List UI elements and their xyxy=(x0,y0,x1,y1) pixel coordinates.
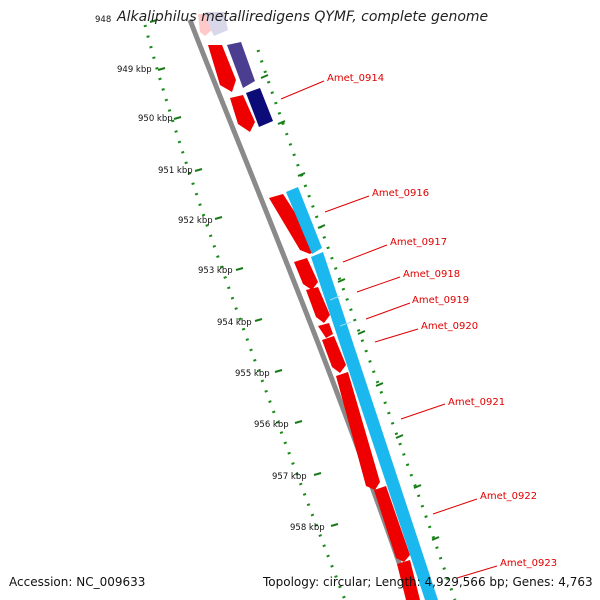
gene-label-amet-0921[interactable]: Amet_0921 xyxy=(448,397,505,408)
ruler-label: 954 kbp xyxy=(217,318,252,328)
ruler-label: 952 kbp xyxy=(178,216,213,226)
ruler-label: 958 kbp xyxy=(290,523,325,533)
feature-pale xyxy=(198,12,228,36)
accession-text: Accession: NC_009633 xyxy=(9,575,146,589)
cds-red xyxy=(294,258,318,290)
ruler-label: 951 kbp xyxy=(158,166,193,176)
feature-purple xyxy=(227,42,255,88)
gene-label-amet-0917[interactable]: Amet_0917 xyxy=(390,237,447,248)
gene-label-amet-0920[interactable]: Amet_0920 xyxy=(421,321,478,332)
outer-major-ticks xyxy=(260,74,440,541)
ruler-label: 955 kbp xyxy=(235,369,270,379)
cds-red xyxy=(230,95,255,132)
ruler-label: 949 kbp xyxy=(117,65,152,75)
gene-label-amet-0916[interactable]: Amet_0916 xyxy=(372,188,429,199)
gene-label-amet-0918[interactable]: Amet_0918 xyxy=(403,269,460,280)
gene-label-amet-0914[interactable]: Amet_0914 xyxy=(327,73,384,84)
ruler-major-ticks xyxy=(149,19,339,527)
cds-red xyxy=(208,45,236,92)
gene-label-amet-0922[interactable]: Amet_0922 xyxy=(480,491,537,502)
cds-red xyxy=(322,336,346,373)
ruler-label: 956 kbp xyxy=(254,420,289,430)
cds-blue xyxy=(286,187,322,254)
ruler-label: 950 kbp xyxy=(138,114,173,124)
gene-label-amet-0919[interactable]: Amet_0919 xyxy=(412,295,469,306)
cds-blue xyxy=(311,252,438,600)
genome-title: Alkaliphilus metalliredigens QYMF, compl… xyxy=(117,9,489,25)
cds-red xyxy=(318,323,333,338)
cds-red xyxy=(374,486,410,562)
ruler-label: 957 kbp xyxy=(272,472,307,482)
reverse-strand-cds xyxy=(208,45,420,600)
ruler-label: 948 xyxy=(95,15,111,25)
feature-navy xyxy=(246,88,273,127)
gene-label-amet-0923[interactable]: Amet_0923 xyxy=(500,558,557,569)
gene-leaders xyxy=(280,80,498,579)
cds-red xyxy=(306,287,330,323)
ruler-label: 953 kbp xyxy=(198,266,233,276)
cds-red xyxy=(336,372,380,490)
cds-red xyxy=(397,560,420,600)
forward-strand-cds xyxy=(286,187,438,600)
gene-labels: Amet_0914 Amet_0916 Amet_0917 Amet_0918 … xyxy=(327,73,557,569)
genome-summary-text: Topology: circular; Length: 4,929,566 bp… xyxy=(263,575,593,589)
genome-backbone xyxy=(187,19,415,600)
ruler-labels: 948 949 kbp 950 kbp 951 kbp 952 kbp 953 … xyxy=(95,15,325,533)
